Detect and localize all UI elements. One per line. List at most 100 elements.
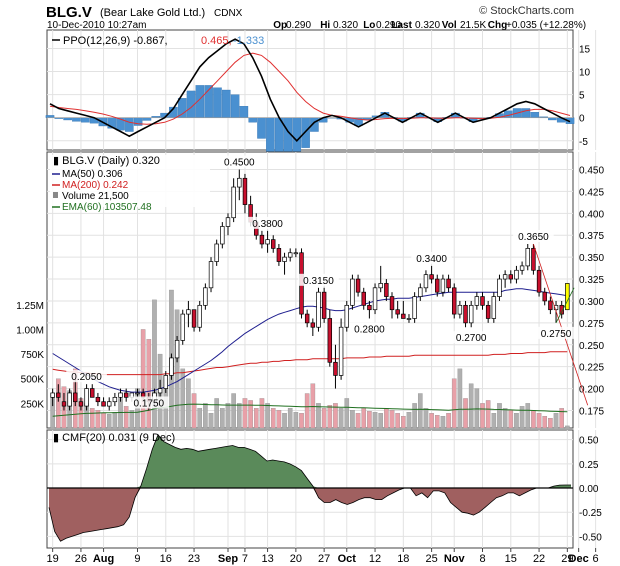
- volume-bar: [406, 412, 412, 429]
- ppo-ytick-label: -5: [579, 137, 588, 148]
- x-tick-label: Oct: [338, 553, 357, 565]
- volume-bar: [237, 403, 242, 429]
- volume-bar: [118, 398, 123, 429]
- candle-body: [316, 291, 321, 328]
- candle-body: [333, 361, 338, 376]
- price-ytick-label: 0.225: [579, 363, 604, 374]
- volume-bar: [95, 410, 101, 429]
- x-axis: 19 26 Aug 9 16 23 Sep 7 13 20 27 Oct 12 18 25 Nov 8 15 22 2…: [47, 548, 599, 565]
- volume-ytick-label: 750K: [21, 350, 45, 361]
- stat-value-last: 0.320: [415, 20, 440, 31]
- candle-body: [118, 392, 123, 398]
- candle-body: [468, 304, 474, 324]
- volume-bar: [548, 417, 553, 429]
- x-tick-label: 15: [505, 553, 517, 565]
- candle-body: [559, 304, 564, 315]
- price-ytick-label: 0.400: [579, 209, 604, 220]
- stat-label-lo: Lo: [363, 20, 375, 31]
- volume-bar: [208, 413, 214, 429]
- ppo-histogram-bar: [530, 112, 540, 118]
- candle-body: [56, 392, 61, 398]
- ppo-histogram-bar: [80, 117, 90, 123]
- volume-bar: [186, 378, 191, 429]
- candle-body: [220, 226, 225, 245]
- candle-body: [536, 269, 542, 293]
- cmf-line: [48, 434, 571, 542]
- candle-body: [389, 296, 395, 311]
- ma50-legend-label: MA(50) 0.306: [62, 169, 123, 180]
- price-annotation: 0.3800: [252, 219, 283, 230]
- stat-value-lo: 0.290: [376, 20, 401, 31]
- price-annotation: 0.3650: [518, 232, 549, 243]
- ppo-signal-line: [49, 52, 571, 125]
- volume-bar: [446, 413, 451, 429]
- candle-body: [265, 239, 270, 245]
- x-tick-label: 16: [160, 553, 172, 565]
- volume-ytick-label: 500K: [21, 375, 45, 386]
- price-ytick-label: 0.450: [579, 166, 604, 177]
- candle-body: [231, 186, 236, 219]
- volume-bar: [214, 398, 219, 429]
- candle-body: [157, 388, 163, 394]
- candle-body: [271, 239, 276, 249]
- ppo-histogram-bar: [125, 117, 134, 132]
- candle-body: [84, 388, 89, 407]
- x-tick-label: 13: [261, 553, 273, 565]
- volume-bar: [497, 403, 502, 429]
- price-annotation: 0.2700: [456, 333, 487, 344]
- candle-body: [474, 296, 480, 306]
- candle-body: [112, 396, 118, 403]
- candle-body: [67, 392, 72, 407]
- candle-body: [287, 252, 293, 258]
- volume-bar: [463, 398, 468, 429]
- price-ytick-label: 0.300: [579, 297, 604, 308]
- price-annotation: 0.3150: [303, 276, 334, 287]
- x-tick-label: Nov: [444, 553, 466, 565]
- candle-body: [542, 291, 547, 302]
- candle-body: [237, 177, 242, 188]
- ppo-ytick-label: 10: [579, 68, 591, 79]
- candle-body: [174, 340, 180, 359]
- x-tick-label: 20: [290, 553, 302, 565]
- ppo-histogram-bar: [230, 94, 240, 118]
- candle-body: [361, 291, 366, 306]
- ppo-histogram-bar: [248, 117, 257, 123]
- volume-bar: [282, 413, 287, 429]
- volume-bar: [140, 329, 146, 429]
- candle-body: [412, 296, 417, 319]
- candle-body: [259, 234, 265, 245]
- price-ytick-label: 0.350: [579, 253, 604, 264]
- price-ytick-label: 0.175: [579, 406, 604, 417]
- candle-body: [519, 265, 525, 271]
- candle-body: [135, 392, 140, 395]
- x-tick-label: 26: [75, 553, 87, 565]
- volume-bar: [310, 383, 316, 429]
- candle-body: [485, 304, 491, 319]
- volume-bar: [389, 410, 395, 429]
- candle-body: [321, 291, 327, 319]
- ppo-histogram-bar: [222, 89, 231, 118]
- ppo-histogram-bar: [177, 98, 187, 118]
- x-tick-label: 18: [397, 553, 409, 565]
- volume-bar: [89, 408, 95, 429]
- price-annotation-bg: [128, 396, 170, 409]
- volume-bar: [101, 413, 106, 429]
- ema60-line: [52, 403, 568, 417]
- ppo-ytick-label: 15: [579, 44, 591, 55]
- candle-body: [440, 278, 446, 293]
- price-annotation-bg: [349, 322, 390, 335]
- volume-bar: [270, 408, 276, 429]
- volume-bar: [417, 393, 423, 429]
- price-annotation: 0.3400: [416, 254, 447, 265]
- volume-bar: [536, 413, 542, 429]
- volume-bar: [123, 406, 129, 429]
- candle-body: [384, 283, 389, 297]
- price-ytick-label: 0.275: [579, 319, 604, 330]
- candle-body: [429, 274, 434, 280]
- volume-bar: [327, 405, 333, 429]
- price-annotation-bg: [66, 370, 107, 383]
- volume-bar: [276, 410, 282, 429]
- ppo-histogram-bar: [63, 117, 72, 121]
- candle-body: [242, 177, 248, 205]
- ppo-histogram-bar: [548, 117, 557, 121]
